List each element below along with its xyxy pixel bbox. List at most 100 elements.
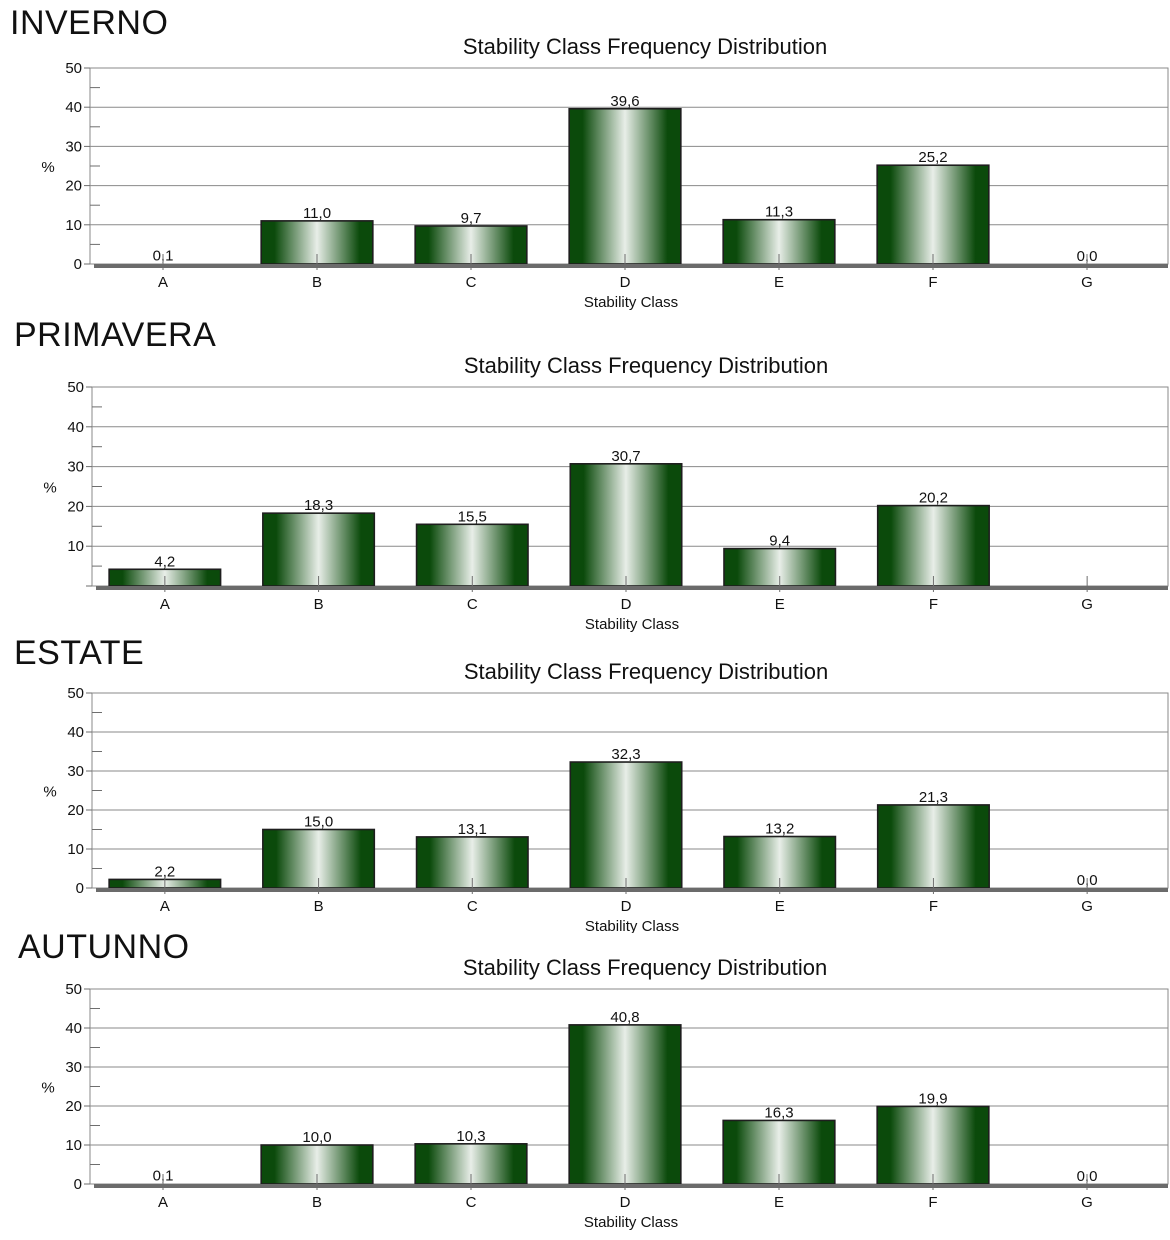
data-label-F: 20,2 [919,490,948,507]
bar-E [722,1119,836,1185]
y-tick-label: 50 [67,379,84,396]
x-axis-floor [96,586,1168,590]
bar-F [876,804,990,889]
x-axis-label: Stability Class [585,616,679,633]
data-label-B: 15,0 [304,814,333,831]
x-tick-label: C [466,1194,477,1211]
x-axis-floor [94,264,1168,268]
y-tick-label: 20 [65,178,82,195]
data-label-F: 19,9 [918,1090,947,1107]
chart-title: Stability Class Frequency Distribution [463,955,827,980]
y-axis-label: % [41,1080,54,1097]
x-tick-label: D [620,274,631,291]
data-label-F: 25,2 [918,149,947,166]
data-label-E: 11,3 [765,204,793,221]
y-tick-label: 50 [65,60,82,77]
y-tick-label: 0 [76,880,84,897]
y-tick-label: 30 [65,138,82,155]
chart-title: Stability Class Frequency Distribution [464,353,828,378]
chart-panel-primavera: PRIMAVERA Stability Class Frequency Dist… [0,312,1170,634]
x-tick-label: C [466,274,477,291]
chart-panel-estate: ESTATE Stability Class Frequency Distrib… [0,634,1170,935]
x-axis-label: Stability Class [584,294,678,311]
data-label-E: 16,3 [764,1104,793,1121]
y-axis-label: % [41,159,54,176]
bar-D [569,761,683,889]
chart-panel-autunno: AUTUNNO Stability Class Frequency Distri… [0,928,1170,1235]
x-tick-label: D [621,596,632,613]
bar-D [568,1024,682,1185]
x-axis-floor [94,1184,1168,1188]
data-label-B: 18,3 [304,497,333,514]
data-label-A: 4,2 [154,553,175,570]
x-tick-label: F [928,274,937,291]
season-title: PRIMAVERA [14,316,217,354]
x-tick-label: A [160,596,170,613]
chart-panel-inverno: INVERNO Stability Class Frequency Distri… [0,0,1170,312]
y-tick-label: 50 [67,685,84,702]
bar-C [415,523,529,587]
x-tick-label: F [928,1194,937,1211]
y-tick-label: 40 [65,1020,82,1037]
data-label-C: 15,5 [458,508,487,525]
bar-F [876,504,990,587]
chart-title: Stability Class Frequency Distribution [464,659,828,684]
y-tick-label: 40 [67,724,84,741]
data-label-C: 10,3 [456,1128,485,1145]
y-tick-label: 30 [67,763,84,780]
bar-D [569,463,683,587]
y-tick-label: 20 [67,802,84,819]
data-label-E: 13,2 [765,821,794,838]
x-tick-label: E [775,596,785,613]
y-tick-label: 30 [67,459,84,476]
data-label-D: 32,3 [611,746,640,763]
y-tick-label: 40 [67,419,84,436]
y-tick-label: 50 [65,981,82,998]
bar-chart-estate: Stability Class Frequency Distribution 0 1… [43,659,1169,935]
y-tick-label: 10 [65,1137,82,1154]
x-tick-label: G [1081,274,1093,291]
data-label-C: 9,7 [461,210,482,227]
x-tick-label: G [1081,596,1093,613]
bar-chart-autunno: Stability Class Frequency Distribution 0 1… [41,955,1169,1231]
bar-chart-primavera: Stability Class Frequency Distribution 10… [43,353,1169,633]
x-tick-label: B [312,1194,322,1211]
y-tick-label: 0 [74,256,82,273]
x-tick-label: E [775,898,785,915]
x-tick-label: C [467,898,478,915]
season-title: ESTATE [14,634,145,672]
season-title: INVERNO [10,4,169,42]
x-tick-label: D [621,898,632,915]
data-label-B: 11,0 [303,205,331,222]
data-label-A: 2,2 [154,863,175,880]
x-tick-label: E [774,274,784,291]
bar-F [876,1105,990,1185]
data-label-D: 40,8 [610,1009,639,1026]
y-tick-label: 20 [65,1098,82,1115]
y-tick-label: 10 [67,538,84,555]
bar-chart-inverno: Stability Class Frequency Distribution 0 1… [41,34,1169,311]
x-tick-label: B [314,596,324,613]
x-axis-label: Stability Class [585,918,679,933]
y-axis-label: % [43,784,56,801]
chart-title: Stability Class Frequency Distribution [463,34,827,59]
x-axis-label: Stability Class [584,1214,678,1231]
y-tick-label: 20 [67,498,84,515]
season-title: AUTUNNO [18,928,190,966]
bar-F [876,164,990,265]
bar-B [262,512,376,587]
x-tick-label: A [158,274,168,291]
x-tick-label: D [620,1194,631,1211]
x-tick-label: E [774,1194,784,1211]
data-label-C: 13,1 [458,821,487,838]
x-tick-label: G [1081,898,1093,915]
data-label-D: 39,6 [610,93,639,110]
y-tick-label: 10 [65,217,82,234]
x-tick-label: C [467,596,478,613]
data-label-E: 9,4 [769,533,790,550]
x-tick-label: F [929,898,938,915]
x-tick-label: B [312,274,322,291]
y-tick-label: 10 [67,841,84,858]
data-label-D: 30,7 [611,448,640,465]
